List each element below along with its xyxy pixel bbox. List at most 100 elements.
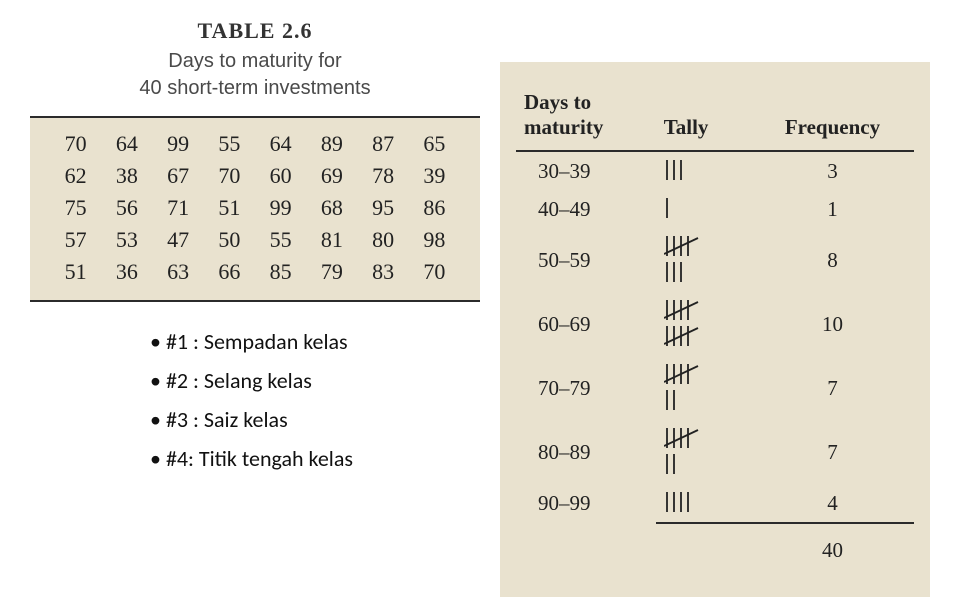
raw-data-cell: 89 (306, 128, 357, 160)
raw-data-cell: 65 (409, 128, 460, 160)
tally-marks (664, 234, 743, 286)
frequency-row: 80–89 7 (516, 420, 914, 484)
raw-data-cell: 71 (153, 192, 204, 224)
tally-group-icon (664, 362, 703, 388)
frequency-cell: 3 (751, 151, 914, 190)
heading-block: TABLE 2.6 Days to maturity for 40 short-… (30, 18, 480, 102)
frequency-cell: 4 (751, 484, 914, 523)
tally-marks (664, 426, 743, 478)
tally-group-icon (664, 426, 703, 452)
note-item: #3 : Saiz kelas (150, 406, 480, 433)
raw-data-row: 7064995564898765 (50, 128, 460, 160)
tally-cell (656, 356, 751, 420)
raw-data-cell: 66 (204, 256, 255, 288)
raw-data-cell: 85 (255, 256, 306, 288)
tally-cell (656, 420, 751, 484)
raw-data-cell: 69 (306, 160, 357, 192)
total-empty-cell (516, 523, 656, 569)
raw-data-cell: 67 (153, 160, 204, 192)
raw-data-row: 5136636685798370 (50, 256, 460, 288)
raw-data-cell: 57 (50, 224, 101, 256)
raw-data-cell: 55 (204, 128, 255, 160)
frequency-row: 70–797 (516, 356, 914, 420)
range-cell: 90–99 (516, 484, 656, 523)
raw-data-cell: 79 (306, 256, 357, 288)
col-header-range: Days to maturity (516, 84, 656, 151)
raw-data-cell: 50 (204, 224, 255, 256)
raw-data-cell: 36 (101, 256, 152, 288)
frequency-row: 60–69 10 (516, 292, 914, 356)
raw-data-cell: 56 (101, 192, 152, 224)
range-cell: 80–89 (516, 420, 656, 484)
tally-marks (664, 298, 743, 350)
range-cell: 50–59 (516, 228, 656, 292)
raw-data-cell: 80 (358, 224, 409, 256)
frequency-cell: 8 (751, 228, 914, 292)
raw-data-cell: 51 (50, 256, 101, 288)
tally-cell (656, 484, 751, 523)
raw-data-cell: 64 (101, 128, 152, 160)
raw-data-cell: 55 (255, 224, 306, 256)
caption-line-2: 40 short-term investments (139, 77, 370, 99)
raw-data-cell: 39 (409, 160, 460, 192)
total-row: 40 (516, 523, 914, 569)
raw-data-cell: 87 (358, 128, 409, 160)
caption-line-1: Days to maturity for (168, 50, 341, 72)
tally-cell (656, 292, 751, 356)
notes-list: #1 : Sempadan kelas#2 : Selang kelas#3 :… (110, 328, 480, 472)
tally-marks (664, 196, 743, 222)
raw-data-cell: 81 (306, 224, 357, 256)
tally-marks (664, 490, 743, 516)
table-number: TABLE 2.6 (30, 18, 480, 44)
raw-data-cell: 75 (50, 192, 101, 224)
tally-group-icon (664, 324, 703, 350)
raw-data-row: 6238677060697839 (50, 160, 460, 192)
total-empty-cell (656, 523, 751, 569)
raw-data-cell: 64 (255, 128, 306, 160)
raw-data-box: 7064995564898765623867706069783975567151… (30, 116, 480, 302)
range-cell: 60–69 (516, 292, 656, 356)
frequency-cell: 7 (751, 420, 914, 484)
raw-data-cell: 99 (255, 192, 306, 224)
tally-group-icon (664, 490, 694, 516)
raw-data-row: 5753475055818098 (50, 224, 460, 256)
frequency-table: Days to maturity Tally Frequency 30–3934… (516, 84, 914, 569)
raw-data-cell: 95 (358, 192, 409, 224)
frequency-cell: 1 (751, 190, 914, 228)
frequency-row: 40–491 (516, 190, 914, 228)
raw-data-cell: 78 (358, 160, 409, 192)
total-cell: 40 (751, 523, 914, 569)
col-header-range-line2: maturity (524, 115, 603, 139)
tally-marks (664, 158, 743, 184)
raw-data-cell: 70 (409, 256, 460, 288)
tally-group-icon (664, 260, 687, 286)
raw-data-cell: 47 (153, 224, 204, 256)
tally-group-icon (664, 158, 687, 184)
raw-data-cell: 98 (409, 224, 460, 256)
raw-data-cell: 38 (101, 160, 152, 192)
page-root: TABLE 2.6 Days to maturity for 40 short-… (0, 0, 960, 540)
raw-data-cell: 99 (153, 128, 204, 160)
frequency-row: 90–99 4 (516, 484, 914, 523)
frequency-header-row: Days to maturity Tally Frequency (516, 84, 914, 151)
col-header-tally: Tally (656, 84, 751, 151)
note-item: #2 : Selang kelas (150, 367, 480, 394)
raw-data-cell: 70 (204, 160, 255, 192)
raw-data-cell: 68 (306, 192, 357, 224)
frequency-row: 30–39 3 (516, 151, 914, 190)
range-cell: 70–79 (516, 356, 656, 420)
tally-cell (656, 190, 751, 228)
raw-data-table: 7064995564898765623867706069783975567151… (50, 128, 460, 288)
raw-data-cell: 83 (358, 256, 409, 288)
tally-marks (664, 362, 743, 414)
tally-group-icon (664, 388, 680, 414)
raw-data-row: 7556715199689586 (50, 192, 460, 224)
range-cell: 30–39 (516, 151, 656, 190)
raw-data-cell: 51 (204, 192, 255, 224)
tally-cell (656, 228, 751, 292)
raw-data-cell: 53 (101, 224, 152, 256)
frequency-cell: 10 (751, 292, 914, 356)
frequency-panel: Days to maturity Tally Frequency 30–3934… (500, 62, 930, 597)
raw-data-cell: 70 (50, 128, 101, 160)
tally-group-icon (664, 298, 703, 324)
